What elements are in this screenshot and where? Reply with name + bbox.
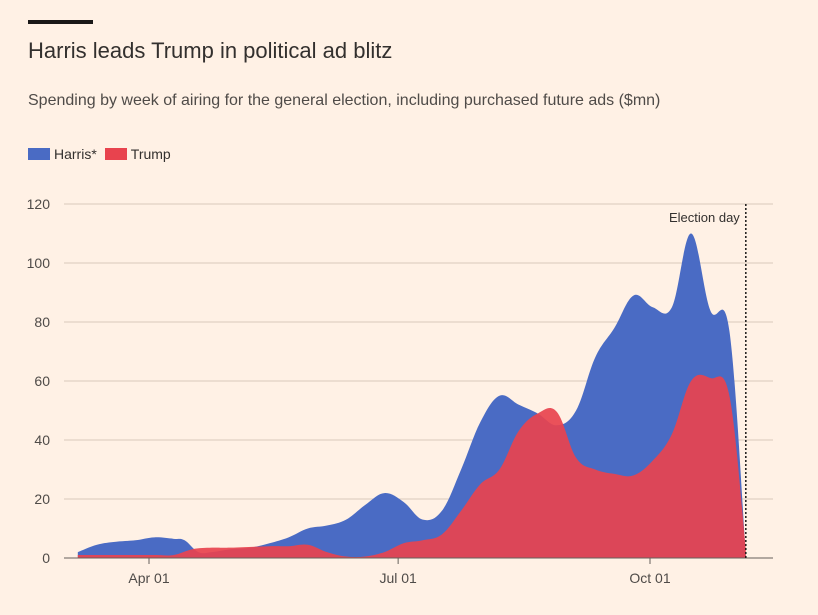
series-areas bbox=[77, 233, 746, 558]
legend-item-harris: Harris* bbox=[28, 146, 97, 162]
x-tick-label-0: Apr 01 bbox=[128, 570, 169, 586]
election-day-label: Election day bbox=[669, 210, 740, 225]
y-tick-label-0: 0 bbox=[42, 550, 50, 566]
axes: 0 20 40 60 80 100 120 Apr 01 Jul 01 Oct 01 bbox=[27, 196, 773, 586]
top-accent-bar bbox=[28, 20, 93, 24]
y-tick-label-120: 120 bbox=[27, 196, 51, 212]
y-tick-label-20: 20 bbox=[34, 491, 50, 507]
y-tick-label-100: 100 bbox=[27, 255, 51, 271]
x-tick-label-1: Jul 01 bbox=[379, 570, 417, 586]
chart-subtitle: Spending by week of airing for the gener… bbox=[28, 92, 661, 109]
y-tick-label-40: 40 bbox=[34, 432, 50, 448]
legend-swatch-harris bbox=[28, 148, 50, 160]
legend-label-trump: Trump bbox=[130, 146, 171, 162]
legend-swatch-trump bbox=[104, 148, 127, 160]
x-tick-label-2: Oct 01 bbox=[629, 570, 670, 586]
area-trump bbox=[77, 374, 746, 558]
chart-title: Harris leads Trump in political ad blitz bbox=[28, 38, 393, 63]
y-tick-label-80: 80 bbox=[34, 314, 50, 330]
legend-item-trump: Trump bbox=[104, 146, 171, 162]
y-tick-label-60: 60 bbox=[34, 373, 50, 389]
election-day-annotation: Election day bbox=[669, 204, 747, 558]
legend: Harris* Trump bbox=[28, 146, 179, 162]
legend-label-harris: Harris* bbox=[54, 146, 97, 162]
